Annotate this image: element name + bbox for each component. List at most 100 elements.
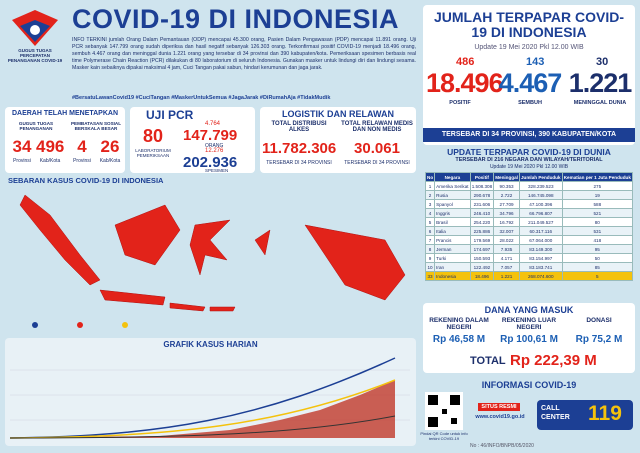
- fund-label: REKENING DALAM NEGERI: [429, 317, 489, 331]
- body-text: INFO TERKINI jumlah Orang Dalam Pemantau…: [72, 37, 416, 71]
- table-cell: 268.074.600: [518, 271, 563, 281]
- region-label: Provinsi: [73, 158, 91, 164]
- pcr-specimen: 202.936: [183, 154, 238, 171]
- table-cell: Inggris: [434, 208, 471, 218]
- region-value: 4: [77, 137, 87, 156]
- table-row: 5 Brasil 254.220 16.792 211.049.527 80: [424, 217, 634, 227]
- logistics-box: [260, 107, 416, 173]
- fund-label: REKENING LUAR NEGERI: [501, 317, 557, 331]
- region-group-label: PEMBATASAN SOSIAL BERSKALA BESAR: [70, 121, 122, 131]
- table-cell: 1.508.308: [469, 181, 495, 191]
- table-cell: 150.593: [469, 253, 495, 263]
- region-value: 34: [12, 137, 32, 156]
- footer: No : 46/INFO/BNPB/05/2020: [470, 443, 534, 449]
- table-row: 7 Prancis 179.569 28.022 67.064.000 418: [424, 235, 634, 245]
- fund-value: Rp 75,2 M: [575, 334, 623, 345]
- table-cell: Brasil: [434, 217, 471, 227]
- table-cell: 67.064.000: [518, 235, 563, 245]
- table-cell: 5: [424, 217, 436, 227]
- world-table: No Negara Positif Meninggal Jumlah Penduduk K…: [424, 172, 634, 281]
- table-cell: 3: [424, 199, 436, 209]
- table-cell: 34.796: [493, 208, 520, 218]
- qr-code: [425, 392, 463, 430]
- table-cell: 588: [561, 199, 634, 209]
- table-cell: 66.796.807: [518, 208, 563, 218]
- stat-total: 4.467: [498, 68, 563, 98]
- stat-total: 18.496: [426, 68, 504, 98]
- table-cell: 4: [424, 208, 436, 218]
- call-label: CALL CENTER: [541, 405, 570, 421]
- world-subtitle: TERSEBAR DI 216 NEGARA DAN WILAYAH/TERIT…: [455, 157, 603, 163]
- region-value: 496: [36, 137, 65, 156]
- funds-title: DANA YANG MASUK: [484, 305, 574, 315]
- table-cell: 95: [561, 244, 634, 254]
- call-number: 119: [588, 402, 622, 425]
- stat-delta: 30: [596, 56, 609, 68]
- table-row: 10 Iran 122.492 7.057 83.183.741 85: [424, 262, 634, 272]
- pcr-labs-label: LABORATORIUM PEMERIKSAAN: [135, 148, 171, 158]
- table-cell: 5: [561, 271, 634, 281]
- table-cell: 90.353: [493, 181, 520, 191]
- table-row: 33 Indonesia 18.496 1.221 268.074.600 5: [424, 271, 634, 281]
- table-cell: Rusia: [434, 190, 471, 200]
- table-cell: 146.745.098: [518, 190, 563, 200]
- stat-delta: 486: [456, 56, 475, 68]
- table-cell: 8: [424, 244, 436, 254]
- table-cell: 225.886: [469, 226, 495, 236]
- logistics-value: 11.782.306: [262, 140, 337, 157]
- pcr-specimen-label: SPESIMEN: [205, 168, 229, 173]
- regions-box: [5, 107, 125, 173]
- table-cell: 28.022: [493, 235, 520, 245]
- table-cell: 179.569: [469, 235, 495, 245]
- summary-title: JUMLAH TERPAPAR COVID-19 DI INDONESIA: [433, 9, 625, 40]
- table-row: 4 Inggris 246.410 34.796 66.796.807 521: [424, 208, 634, 218]
- table-cell: 2: [424, 190, 436, 200]
- table-cell: 254.220: [469, 217, 495, 227]
- region-group-label: GUGUS TUGAS PENANGANAN: [18, 121, 54, 131]
- table-cell: 246.410: [469, 208, 495, 218]
- region-label: Kab/Kota: [99, 158, 121, 164]
- site-label: SITUS RESMI: [478, 403, 520, 411]
- table-cell: 7.935: [493, 244, 520, 254]
- table-row: 3 Spanyol 231.606 27.709 47.100.396 588: [424, 199, 634, 209]
- table-cell: Italia: [434, 226, 471, 236]
- pcr-title: UJI PCR: [146, 108, 194, 122]
- table-cell: 83.149.300: [518, 244, 563, 254]
- table-cell: Prancis: [434, 235, 471, 245]
- map: [19, 194, 406, 328]
- hashtags: #BersatuLawanCovid19 #CuciTangan #Masker…: [72, 95, 331, 101]
- table-cell: 27.709: [493, 199, 520, 209]
- pcr-specimen-delta: 12.276: [205, 148, 224, 154]
- table-cell: 1: [424, 181, 436, 191]
- table-cell: 16.792: [493, 217, 520, 227]
- table-cell: 2.722: [493, 190, 520, 200]
- table-cell: 19: [561, 190, 634, 200]
- table-cell: 211.049.527: [518, 217, 563, 227]
- funds-total: Rp 222,39 M: [510, 352, 597, 369]
- pcr-people-label: ORANG: [205, 143, 224, 149]
- table-cell: 328.239.523: [518, 181, 563, 191]
- call-box: [537, 400, 633, 430]
- table-cell: 10: [424, 262, 436, 272]
- funds-total-label: TOTAL: [470, 355, 506, 367]
- summary-box: [423, 5, 635, 145]
- pcr-box: [130, 107, 255, 173]
- summary-update: Update 19 Mei 2020 Pkl 12.00 WIB: [474, 44, 584, 51]
- logistics-note: TERSEBAR DI 34 PROVINSI: [266, 160, 332, 166]
- chart-title: GRAFIK KASUS HARIAN: [163, 340, 258, 349]
- table-row: 2 Rusia 290.678 2.722 146.745.098 19: [424, 190, 634, 200]
- site: www.covid19.go.id: [475, 414, 525, 420]
- stat-label: SEMBUH: [518, 100, 542, 106]
- table-header: Meninggal: [493, 172, 520, 182]
- info-title: INFORMASI COVID-19: [481, 380, 577, 390]
- region-value: 26: [100, 137, 120, 156]
- region-label: Kab/Kota: [39, 158, 61, 164]
- table-cell: 7: [424, 235, 436, 245]
- logo: [12, 10, 58, 46]
- table-cell: 83.183.741: [518, 262, 563, 272]
- title: COVID-19 DI INDONESIA: [72, 4, 400, 34]
- table-row: 1 Amerika Serikat 1.508.308 90.353 328.239.5…: [424, 181, 634, 191]
- world-title: UPDATE TERPAPAR COVID-19 DI DUNIA: [447, 147, 611, 157]
- table-cell: 275: [561, 181, 634, 191]
- table-cell: 231.606: [469, 199, 495, 209]
